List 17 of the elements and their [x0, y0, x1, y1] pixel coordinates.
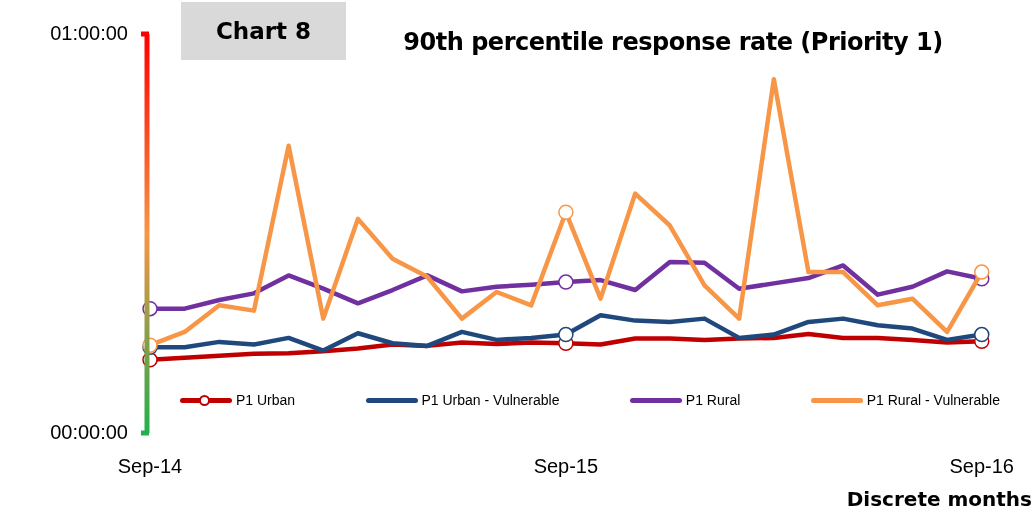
point — [974, 264, 990, 280]
y-tick-label: 00:00:00 — [50, 420, 128, 443]
point — [974, 326, 990, 343]
chart-title: 90th percentile response rate (Priority 1) — [402, 28, 944, 56]
x-tick-label: Sep-14 — [117, 454, 183, 477]
x-axis-title: Discrete months — [846, 487, 1032, 511]
legend-label: P1 Rural - Vulnerable — [866, 392, 1000, 408]
x-tick-label: Sep-15 — [533, 454, 599, 477]
point — [558, 326, 574, 343]
legend-label: P1 Rural — [685, 392, 741, 408]
legend-label: P1 Urban - Vulnerable — [421, 392, 560, 408]
legend-label: P1 Urban — [236, 392, 296, 408]
y-tick-label: 01:00:00 — [50, 21, 128, 44]
x-tick-label: Sep-16 — [949, 454, 1014, 477]
point — [558, 204, 574, 220]
point — [558, 274, 574, 290]
annotation: Chart 8 — [181, 2, 346, 60]
